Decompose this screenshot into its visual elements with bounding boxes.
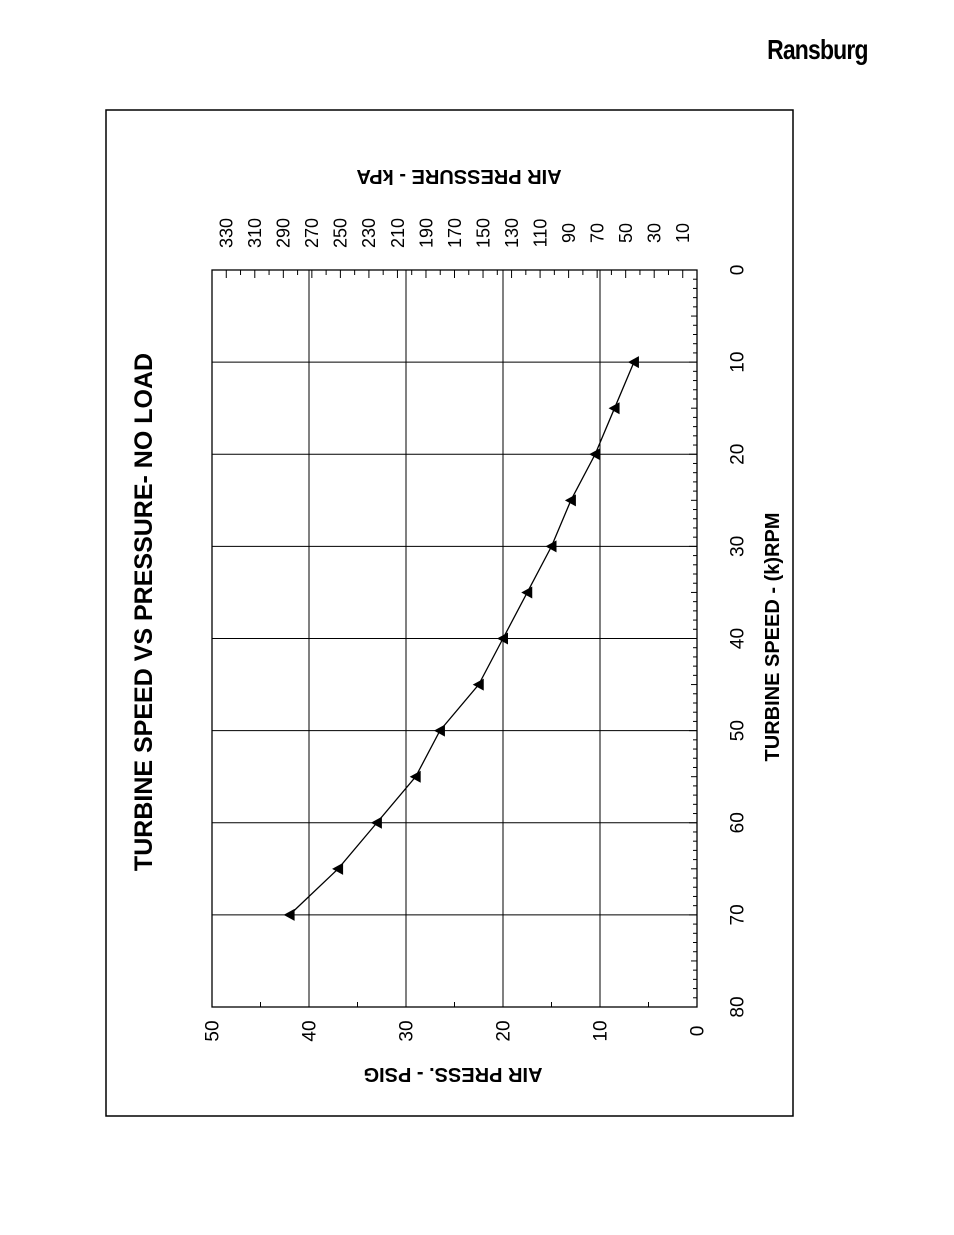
data-point-marker xyxy=(433,724,445,737)
x-tick-label: 20 xyxy=(728,444,749,465)
data-point-marker xyxy=(564,494,576,507)
y2-tick-label: 10 xyxy=(673,223,693,243)
x-tick-label: 0 xyxy=(728,265,749,276)
y-tick-label: 50 xyxy=(203,1020,224,1041)
data-point-marker xyxy=(283,908,295,921)
x-tick-label: 40 xyxy=(728,628,749,649)
series-layer xyxy=(283,356,639,921)
data-point-marker xyxy=(608,402,620,415)
y-tick-label: 0 xyxy=(688,1026,709,1037)
data-point-marker xyxy=(332,862,344,875)
y2-tick-label: 150 xyxy=(473,218,493,248)
x-tick-label: 30 xyxy=(728,536,749,557)
brand-logo-text: Ransburg xyxy=(767,34,868,65)
y2-tick-label: 50 xyxy=(616,223,636,243)
x-tick-label: 10 xyxy=(728,352,749,373)
label-layer: TURBINE SPEED VS PRESSURE- NO LOAD TURBI… xyxy=(130,165,784,1085)
y2-tick-label: 190 xyxy=(416,218,436,248)
x-axis-label: TURBINE SPEED - (k)RPM xyxy=(762,513,784,762)
y2-tick-label: 70 xyxy=(587,223,607,243)
data-point-marker xyxy=(409,770,421,783)
data-point-marker xyxy=(497,632,508,645)
y2-axis-label: AIR PRESSURE - kPA xyxy=(356,165,561,187)
chart-frame xyxy=(105,109,794,1117)
x-tick-label: 50 xyxy=(728,720,749,741)
data-point-marker xyxy=(370,816,382,829)
x-tick-label: 80 xyxy=(728,996,749,1017)
y2-tick-label: 110 xyxy=(530,219,550,248)
data-point-marker xyxy=(521,586,533,599)
y-tick-label: 40 xyxy=(300,1020,321,1041)
y-tick-label: 30 xyxy=(397,1020,418,1041)
y2-tick-label: 30 xyxy=(645,223,665,243)
data-point-marker xyxy=(472,678,484,691)
data-point-marker xyxy=(545,540,557,553)
x-tick-label: 70 xyxy=(728,904,749,925)
y-axis-label: AIR PRESS. - PSIG xyxy=(364,1063,543,1085)
y2-tick-label: 210 xyxy=(388,218,408,248)
y2-tick-label: 170 xyxy=(445,218,465,248)
y2-tick-label: 290 xyxy=(274,218,294,248)
y-tick-label: 10 xyxy=(591,1020,612,1041)
y2-tick-label: 230 xyxy=(359,218,379,248)
y2-tick-label: 130 xyxy=(502,218,522,248)
y2-tick-label: 250 xyxy=(331,218,351,248)
data-point-marker xyxy=(589,448,601,461)
x-tick-label: 60 xyxy=(728,812,749,833)
data-point-marker xyxy=(627,356,639,369)
y2-tick-label: 270 xyxy=(302,218,322,248)
y-tick-label: 20 xyxy=(494,1020,515,1041)
y2-tick-label: 90 xyxy=(559,223,579,243)
plot-area: 0 10 20 30 40 50 60 70 80 0 10 20 30 40 50 10 30 50 70 90 11… xyxy=(203,218,749,1042)
y2-tick-label: 330 xyxy=(217,218,237,248)
y2-tick-label: 310 xyxy=(245,218,265,248)
chart-title: TURBINE SPEED VS PRESSURE- NO LOAD xyxy=(130,353,158,871)
